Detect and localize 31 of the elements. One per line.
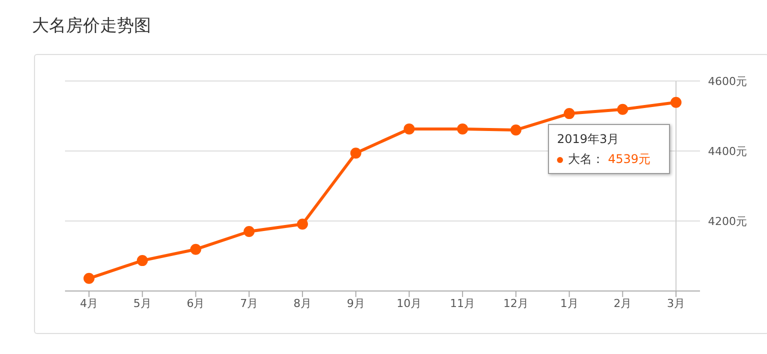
point	[564, 108, 575, 120]
x-tick-label: 10月	[396, 296, 422, 310]
point	[617, 104, 628, 115]
point	[457, 123, 468, 134]
point	[510, 124, 522, 136]
point	[670, 96, 682, 108]
x-tick-label: 2月	[614, 296, 632, 310]
point	[84, 272, 94, 284]
x-tick-label: 11月	[450, 296, 476, 310]
annotation: 2019年3月	[557, 131, 620, 148]
point	[350, 148, 362, 159]
y-tick-label: 4200元	[708, 214, 747, 228]
x-tick-label: 7月	[240, 296, 258, 310]
annotation: 4539元	[608, 152, 651, 166]
point	[136, 255, 148, 266]
chart-title: 大名房价走势图	[32, 15, 152, 38]
x-tick-label: 4月	[80, 296, 98, 310]
point	[404, 123, 415, 134]
point	[190, 244, 202, 255]
point	[244, 226, 255, 237]
x-tick-label: 3月	[667, 296, 685, 310]
y-tick-label: 4400元	[708, 144, 747, 158]
x-tick-label: 12月	[503, 296, 528, 310]
x-tick-label: 1月	[560, 296, 578, 310]
x-tick-label: 9月	[346, 296, 365, 310]
x-tick-label: 8月	[293, 296, 312, 310]
point	[296, 218, 308, 230]
y-tick-label: 4600元	[708, 74, 747, 88]
x-tick-label: 5月	[133, 296, 152, 310]
legend-label: 大名：	[568, 152, 604, 166]
x-tick-label: 6月	[186, 296, 205, 310]
